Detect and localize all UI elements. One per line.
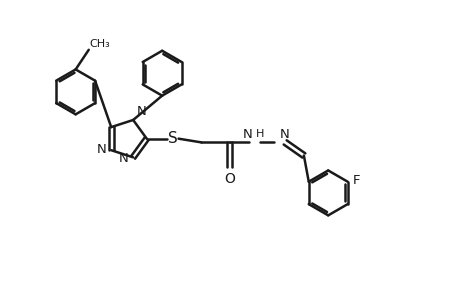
Text: S: S — [168, 131, 177, 146]
Text: N: N — [119, 152, 128, 165]
Text: H: H — [256, 129, 264, 139]
Text: N: N — [243, 127, 253, 140]
Text: N: N — [97, 143, 107, 156]
Text: N: N — [137, 105, 146, 118]
Text: F: F — [352, 174, 360, 187]
Text: N: N — [280, 127, 289, 140]
Text: O: O — [224, 172, 235, 186]
Text: CH₃: CH₃ — [89, 39, 110, 49]
